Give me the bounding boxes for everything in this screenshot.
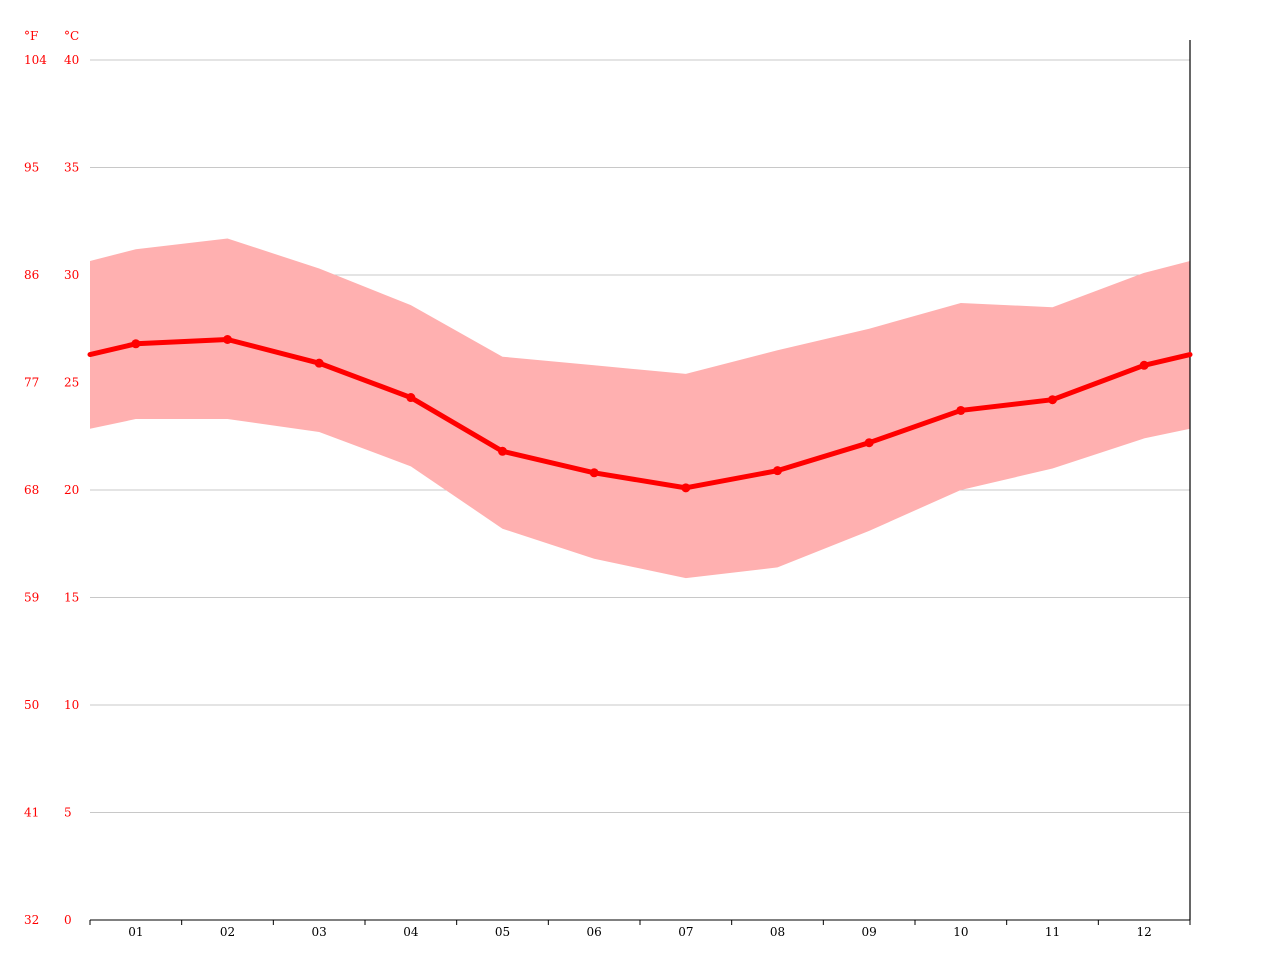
y-tick-celsius: 40 [64, 53, 79, 67]
celsius-unit-label: °C [64, 29, 79, 43]
x-tick-label: 09 [862, 925, 877, 939]
x-axis-ticks [89, 920, 1191, 925]
mean-temperature-point [498, 446, 507, 456]
x-tick-label: 12 [1137, 925, 1152, 939]
mean-temperature-point [956, 405, 966, 415]
mean-temperature-point [314, 358, 324, 368]
y-tick-fahrenheit: 104 [24, 53, 47, 67]
y-tick-celsius: 0 [64, 913, 72, 927]
y-axis-labels: 32 0 41 5 50 10 59 15 68 20 77 25 86 30 95 35 104 40 [24, 53, 79, 927]
y-tick-fahrenheit: 32 [24, 913, 39, 927]
mean-temperature-point [131, 339, 141, 349]
y-tick-fahrenheit: 50 [24, 698, 39, 712]
mean-temperature-point [681, 483, 691, 493]
y-tick-celsius: 35 [64, 161, 79, 175]
mean-temperature-point [773, 466, 782, 476]
mean-temperature-point [1048, 395, 1057, 405]
fahrenheit-unit-label: °F [24, 29, 38, 43]
x-tick-label: 07 [678, 925, 693, 939]
x-tick-label: 08 [770, 925, 785, 939]
x-tick-label: 04 [403, 925, 419, 939]
mean-temperature-point [589, 468, 599, 478]
x-tick-label: 11 [1045, 925, 1060, 939]
y-tick-celsius: 15 [64, 591, 79, 605]
x-tick-label: 01 [128, 925, 143, 939]
x-tick-label: 10 [953, 925, 968, 939]
y-tick-fahrenheit: 95 [24, 161, 39, 175]
y-tick-celsius: 20 [64, 483, 79, 497]
y-tick-celsius: 30 [64, 268, 79, 282]
mean-temperature-line [87, 337, 1193, 491]
y-tick-fahrenheit: 77 [24, 376, 39, 390]
mean-temperature-point [1139, 360, 1149, 370]
y-tick-fahrenheit: 86 [24, 268, 39, 282]
y-tick-fahrenheit: 59 [24, 591, 39, 605]
mean-temperature-point [864, 438, 874, 448]
mean-temperature-points [131, 335, 1149, 493]
y-tick-celsius: 25 [64, 376, 79, 390]
mean-temperature-point [406, 393, 416, 403]
y-tick-fahrenheit: 68 [24, 483, 39, 497]
x-tick-label: 03 [312, 925, 327, 939]
x-tick-label: 06 [587, 925, 602, 939]
y-tick-celsius: 10 [64, 698, 79, 712]
y-tick-celsius: 5 [64, 806, 72, 820]
temperature-range-band [90, 238, 1190, 579]
mean-temperature-point [223, 335, 232, 344]
y-tick-fahrenheit: 41 [24, 806, 39, 820]
x-tick-label: 05 [495, 925, 510, 939]
x-axis-labels: 01 02 03 04 05 06 07 08 09 10 11 12 [128, 925, 1152, 939]
x-tick-label: 02 [220, 925, 235, 939]
